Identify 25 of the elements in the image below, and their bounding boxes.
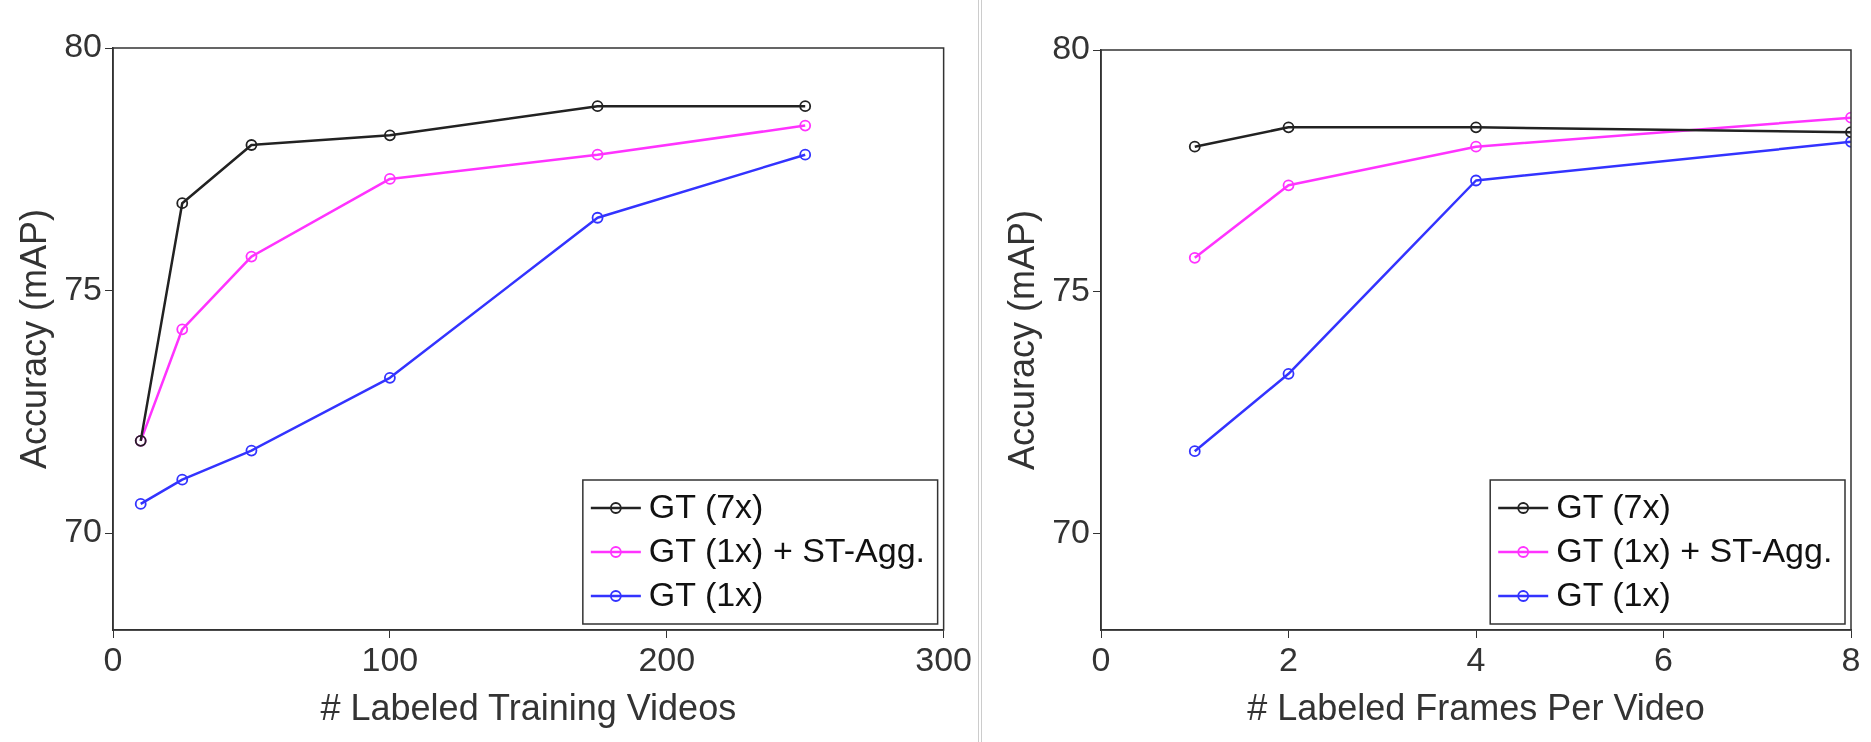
y-tick-label: 80 [1052, 28, 1091, 67]
y-tick-label: 80 [64, 26, 103, 65]
x-tick-label: 200 [638, 639, 696, 678]
x-tick-label: 6 [1654, 639, 1673, 678]
x-tick-label: 4 [1466, 639, 1486, 678]
legend-label: GT (7x) [648, 487, 764, 526]
legend-label: GT (1x) + ST-Agg. [648, 531, 926, 570]
legend-label: GT (1x) [648, 575, 764, 614]
x-axis-title: # Labeled Training Videos [320, 687, 737, 729]
x-axis-title: # Labeled Frames Per Video [1247, 687, 1705, 729]
y-tick-label: 70 [1052, 511, 1091, 550]
x-tick-label: 8 [1841, 639, 1861, 678]
x-tick-label: 100 [361, 639, 419, 678]
legend-label: GT (1x) [1556, 575, 1671, 614]
legend-label: GT (7x) [1556, 487, 1671, 526]
x-tick-label: 0 [1091, 639, 1111, 678]
y-axis-title: Accuracy (mAP) [1000, 209, 1042, 471]
y-tick-label: 75 [1052, 270, 1091, 309]
y-tick-label: 70 [64, 511, 103, 550]
x-tick-label: 2 [1279, 639, 1298, 678]
x-tick-label: 300 [915, 639, 972, 678]
legend-label: GT (1x) + ST-Agg. [1556, 531, 1833, 570]
y-tick-label: 75 [64, 268, 103, 307]
y-axis-title: Accuracy (mAP) [12, 208, 54, 470]
x-tick-label: 0 [103, 639, 123, 678]
